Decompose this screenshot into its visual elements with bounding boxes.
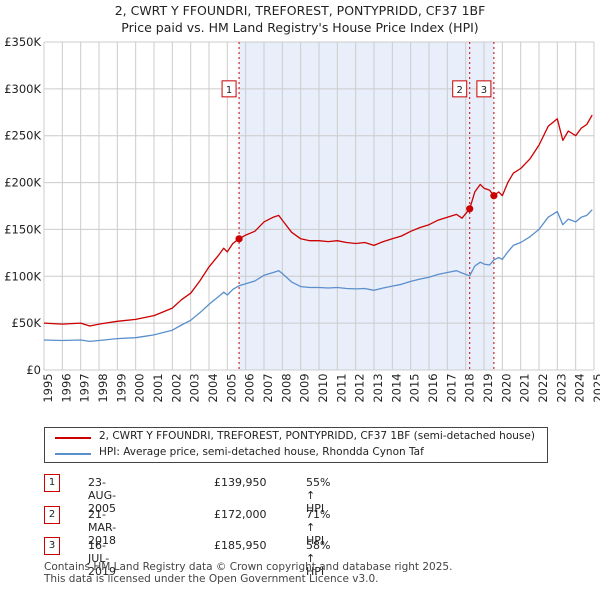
- chart-legend: 2, CWRT Y FFOUNDRI, TREFOREST, PONTYPRID…: [44, 427, 548, 463]
- x-tick-label: 2021: [518, 373, 532, 402]
- footer-copyright: Contains HM Land Registry data © Crown c…: [44, 561, 453, 573]
- price-paid-line: [43, 114, 593, 327]
- x-tick-label: 2006: [243, 373, 257, 402]
- transaction-hpi-change: 58% ↑ HPI: [306, 539, 331, 578]
- y-tick-label: £200K: [4, 176, 41, 190]
- transaction-date: 23-AUG-2005: [88, 476, 117, 515]
- sale-label-number: 2: [457, 85, 463, 96]
- footer-license: This data is licensed under the Open Gov…: [44, 573, 379, 585]
- sale-label-box: [476, 80, 492, 98]
- x-tick-label: 2009: [298, 373, 312, 402]
- ownership-shade: [239, 42, 494, 370]
- x-tick-label: 2017: [444, 373, 458, 402]
- x-tick-label: 2018: [463, 373, 477, 402]
- x-tick-label: 2002: [169, 373, 183, 402]
- x-tick-label: 2015: [408, 373, 422, 402]
- transaction-price: £172,000: [214, 508, 267, 521]
- x-tick-label: 2005: [224, 373, 238, 402]
- x-tick-label: 1998: [96, 373, 110, 402]
- y-tick-label: £350K: [4, 35, 41, 49]
- y-tick-label: £0: [26, 363, 41, 377]
- x-tick-label: 2022: [536, 373, 550, 402]
- x-tick-label: 2003: [188, 373, 202, 402]
- legend-swatch-price: [55, 437, 91, 439]
- transaction-marker: 1: [44, 474, 60, 492]
- x-tick-label: 1996: [59, 373, 73, 402]
- transaction-date: 16-JUL-2019: [88, 539, 116, 578]
- x-tick-label: 2025: [591, 373, 600, 402]
- transaction-date: 21-MAR-2018: [88, 508, 117, 547]
- chart-subtitle: Price paid vs. HM Land Registry's House …: [121, 20, 479, 35]
- x-tick-label: 1995: [41, 373, 55, 402]
- chart-title-address: 2, CWRT Y FFOUNDRI, TREFOREST, PONTYPRID…: [114, 3, 486, 18]
- x-tick-label: 1997: [78, 373, 92, 402]
- y-tick-label: £250K: [4, 129, 41, 143]
- x-tick-label: 2024: [573, 373, 587, 402]
- x-tick-label: 1999: [114, 373, 128, 402]
- x-tick-label: 2020: [499, 373, 513, 402]
- x-tick-label: 2012: [353, 373, 367, 402]
- y-tick-label: £100K: [4, 269, 41, 283]
- x-tick-label: 2019: [481, 373, 495, 402]
- transaction-price: £139,950: [214, 476, 267, 489]
- sale-point: [466, 205, 474, 213]
- y-tick-label: £300K: [4, 82, 41, 96]
- legend-label-price: 2, CWRT Y FFOUNDRI, TREFOREST, PONTYPRID…: [99, 430, 535, 442]
- transaction-hpi-change: 71% ↑ HPI: [306, 508, 331, 547]
- price-chart: 1 2 3 £0 £50K £100K £150K £200K £250K £300K £350K 1…: [4, 35, 600, 403]
- hpi-line: [43, 209, 593, 343]
- x-tick-label: 2000: [133, 373, 147, 402]
- sale-label-box: [452, 80, 468, 98]
- x-tick-label: 2014: [389, 373, 403, 402]
- x-tick-label: 2016: [426, 373, 440, 402]
- x-tick-label: 2001: [151, 373, 165, 402]
- transaction-hpi-change: 55% ↑ HPI: [306, 476, 331, 515]
- legend-label-hpi: HPI: Average price, semi-detached house,…: [99, 446, 424, 458]
- x-tick-label: 2011: [334, 373, 348, 402]
- sale-label-box: [221, 80, 237, 98]
- y-tick-label: £150K: [4, 222, 41, 236]
- x-tick-label: 2023: [554, 373, 568, 402]
- x-tick-label: 2007: [261, 373, 275, 402]
- transaction-price: £185,950: [214, 539, 267, 552]
- transaction-marker: 3: [44, 537, 60, 555]
- sale-label-number: 3: [481, 85, 487, 96]
- legend-swatch-hpi: [55, 453, 91, 455]
- sale-point: [490, 192, 498, 200]
- transaction-marker: 2: [44, 506, 60, 524]
- x-tick-label: 2013: [371, 373, 385, 402]
- x-tick-label: 2010: [316, 373, 330, 402]
- sale-label-number: 1: [226, 85, 232, 96]
- y-tick-label: £50K: [12, 316, 42, 330]
- x-tick-label: 2004: [206, 373, 220, 402]
- sale-point: [235, 235, 243, 243]
- x-tick-label: 2008: [279, 373, 293, 402]
